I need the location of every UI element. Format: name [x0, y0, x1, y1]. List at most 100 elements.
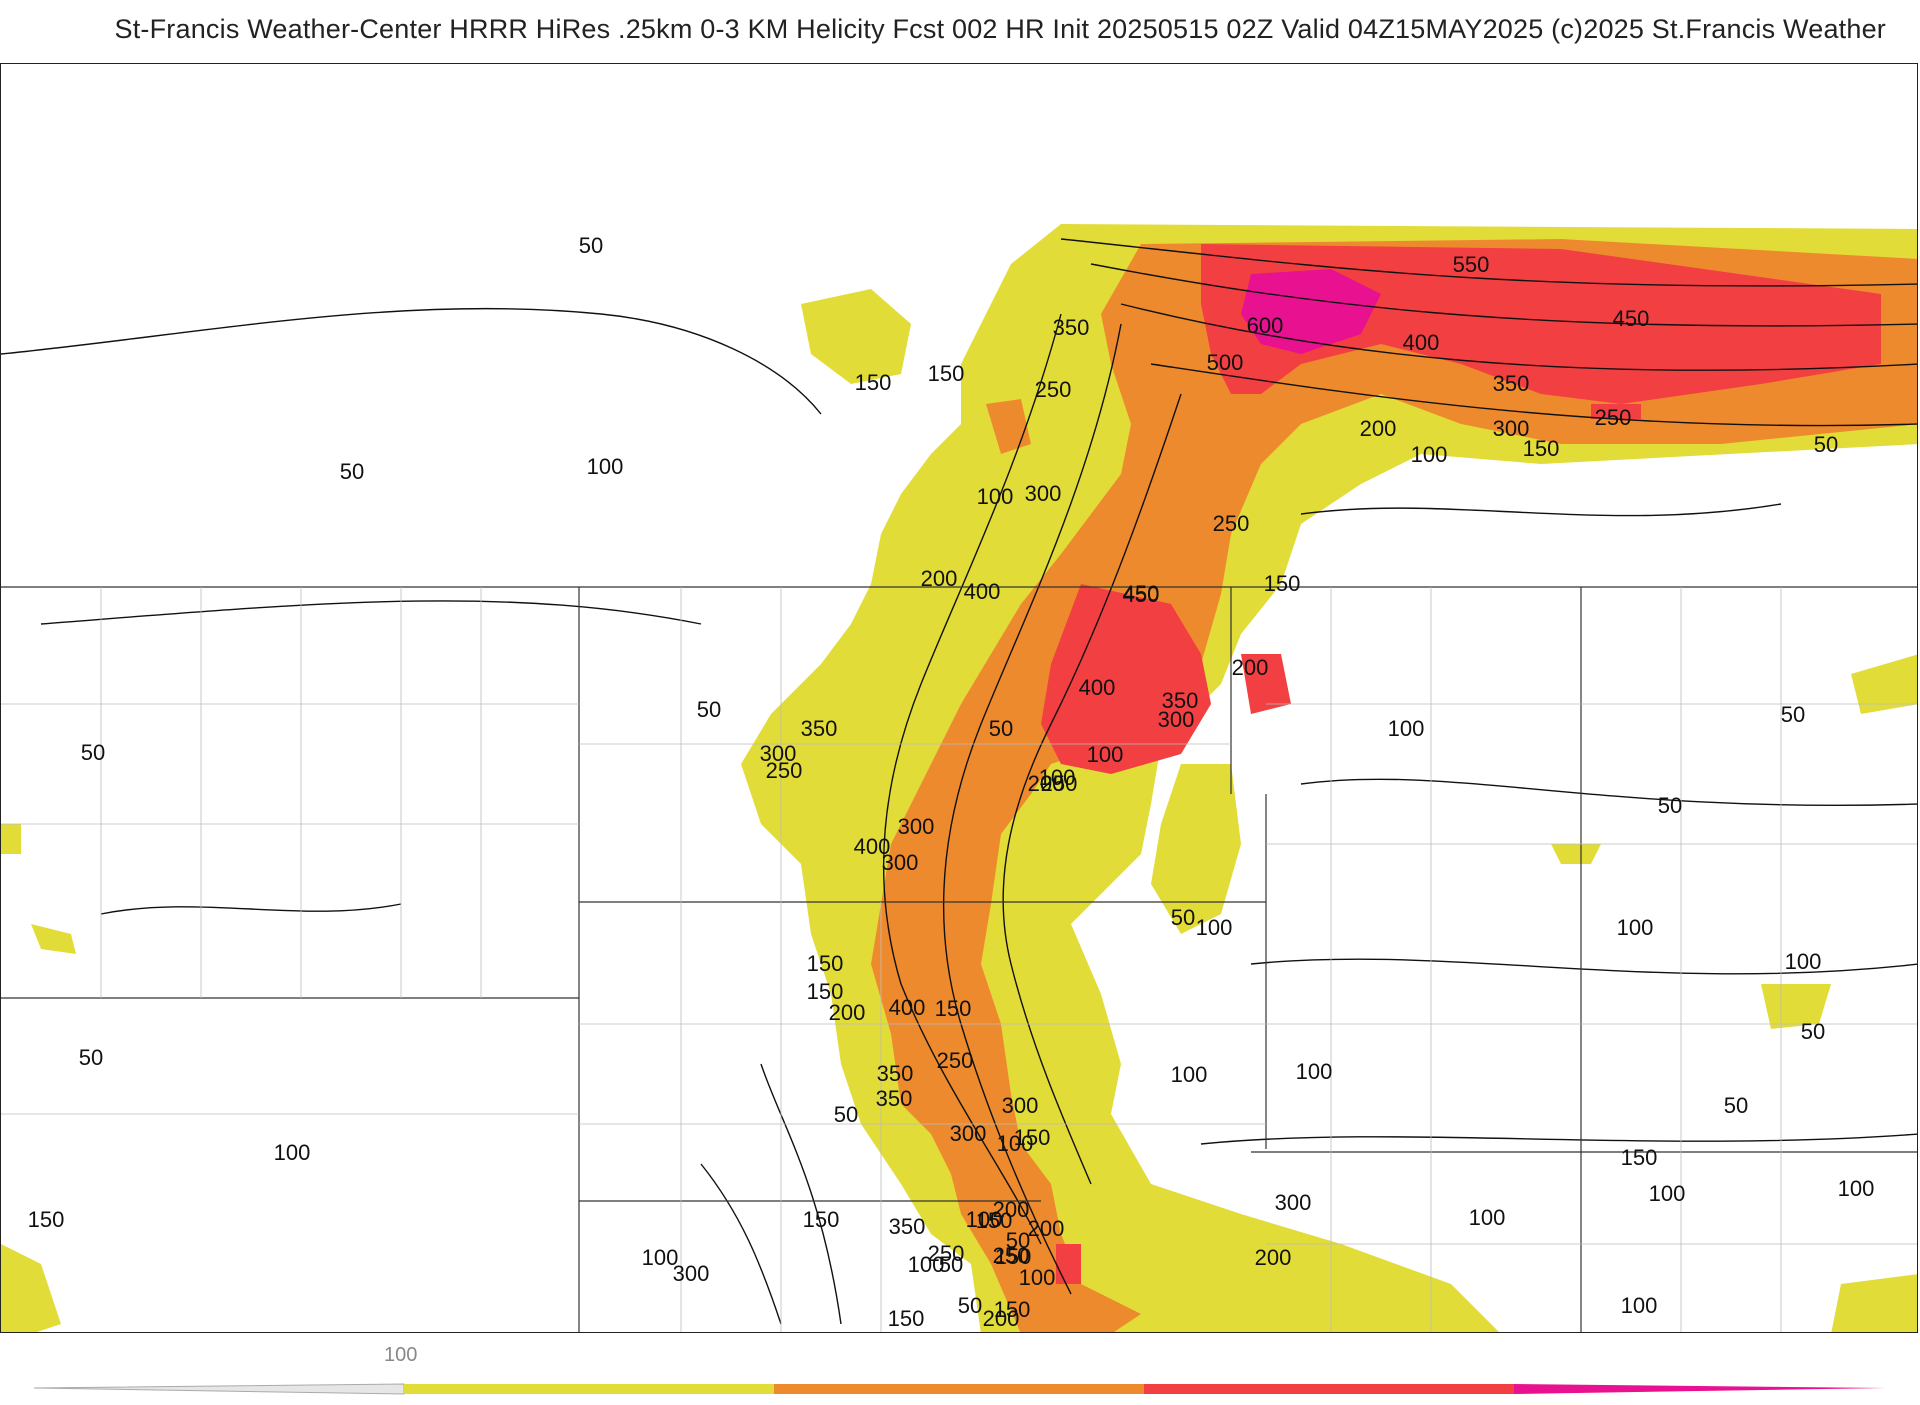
contour-label: 150: [976, 1208, 1013, 1233]
contour-label: 300: [760, 741, 797, 766]
helicity-fill-red: [1041, 244, 1881, 1284]
colorbar-band-magenta: [1514, 1384, 1886, 1394]
contour-label: 200: [1360, 416, 1397, 441]
contour-label: 100: [1388, 716, 1425, 741]
contour-label: 200: [1028, 1216, 1065, 1241]
contour-label: 50: [1781, 702, 1805, 727]
contour-label: 450: [1123, 581, 1160, 606]
contour-label: 200: [983, 1306, 1020, 1331]
contour-label: 550: [1453, 252, 1490, 277]
county-lines: [1, 587, 1917, 1332]
political-boundaries: [1, 586, 1917, 1332]
contour-label: 150: [1264, 571, 1301, 596]
helicity-fill-orange: [871, 239, 1917, 1332]
helicity-fill-magenta: [1241, 269, 1381, 354]
colorbar-bar: [33, 1383, 1886, 1395]
map-panel: 50 100 150 150 250 350 300 100 50 100 600 500 550 400…: [0, 63, 1918, 1333]
contour-label: 250: [993, 1243, 1030, 1268]
contour-label: 400: [964, 579, 1001, 604]
contour-label: 300: [1158, 707, 1195, 732]
contour-label: 250: [766, 758, 803, 783]
contour-lines: [1, 238, 1917, 1325]
contour-label: 150: [855, 370, 892, 395]
colorbar-tick-label: 100: [384, 1344, 418, 1366]
contour-label: 300: [1002, 1093, 1039, 1118]
contour-label: 100: [1196, 915, 1233, 940]
contour-label: 100: [642, 1245, 679, 1270]
contour-label: 100: [1411, 442, 1448, 467]
contour-label: 100: [1171, 1062, 1208, 1087]
contour-label: 300: [898, 814, 935, 839]
contour-label: 100: [1469, 1205, 1506, 1230]
contour-label: 100: [587, 454, 624, 479]
colorbar: 100: [0, 1340, 1920, 1400]
contour-label: 350: [889, 1214, 926, 1239]
contour-label: 350: [1493, 371, 1530, 396]
contour-label: 50: [697, 697, 721, 722]
contour-label: 400: [889, 995, 926, 1020]
contour-label: 50: [989, 716, 1013, 741]
contour-label: 50: [958, 1293, 982, 1318]
contour-label: 250: [937, 1048, 974, 1073]
contour-label: 150: [995, 1244, 1032, 1269]
contour-label: 450: [1123, 582, 1160, 607]
contour-label: 50: [834, 1102, 858, 1127]
contour-label: 250: [1041, 771, 1078, 796]
contour-label: 300: [1275, 1190, 1312, 1215]
contour-label: 50: [579, 233, 603, 258]
contour-label: 300: [673, 1261, 710, 1286]
contour-label: 250: [1595, 405, 1632, 430]
contour-label: 150: [803, 1207, 840, 1232]
contour-label: 350: [1162, 688, 1199, 713]
contour-label: 350: [876, 1086, 913, 1111]
contour-label: 200: [1028, 771, 1065, 796]
contour-label: 150: [928, 361, 965, 386]
contour-label: 300: [882, 850, 919, 875]
contour-label: 100: [1617, 915, 1654, 940]
contour-label: 300: [950, 1121, 987, 1146]
contour-label: 100: [966, 1207, 1003, 1232]
contour-label: 150: [807, 979, 844, 1004]
contour-label: 100: [1039, 765, 1076, 790]
contour-label: 150: [888, 1306, 925, 1331]
contour-label: 100: [274, 1140, 311, 1165]
contour-label: 150: [807, 951, 844, 976]
contour-label: 500: [1207, 350, 1244, 375]
contour-label: 300: [1493, 416, 1530, 441]
contour-label: 400: [1079, 675, 1116, 700]
helicity-fill-yellow: [1, 224, 1917, 1332]
contour-label: 50: [1658, 793, 1682, 818]
contour-label: 100: [908, 1252, 945, 1277]
colorbar-band-orange: [774, 1384, 1144, 1394]
contour-label: 400: [1403, 330, 1440, 355]
contour-label: 100: [1019, 1265, 1056, 1290]
contour-label: 50: [1724, 1093, 1748, 1118]
contour-label: 100: [977, 484, 1014, 509]
contour-label: 50: [1006, 1228, 1030, 1253]
contour-label: 50: [939, 1252, 963, 1277]
contour-label: 200: [993, 1197, 1030, 1222]
contour-label: 250: [928, 1241, 965, 1266]
map-title: St-Francis Weather-Center HRRR HiRes .25…: [114, 14, 1886, 44]
contour-label: 150: [28, 1207, 65, 1232]
colorbar-low-extension: [33, 1383, 405, 1395]
contour-label: 200: [1232, 655, 1269, 680]
contour-label: 50: [1801, 1019, 1825, 1044]
contour-label: 100: [1296, 1059, 1333, 1084]
contour-label: 600: [1247, 313, 1284, 338]
contour-label: 50: [340, 459, 364, 484]
contour-label: 50: [81, 740, 105, 765]
contour-label: 100: [1087, 742, 1124, 767]
contour-label: 100: [1621, 1293, 1658, 1318]
contour-label: 100: [1838, 1176, 1875, 1201]
contour-label: 100: [1785, 949, 1822, 974]
contour-label: 150: [994, 1297, 1031, 1322]
colorbar-band-red: [1144, 1384, 1514, 1394]
contour-label: 150: [1523, 436, 1560, 461]
contour-label: 150: [1014, 1125, 1051, 1150]
contour-label: 100: [997, 1131, 1034, 1156]
contour-label: 50: [1814, 432, 1838, 457]
contour-label: 100: [1649, 1181, 1686, 1206]
